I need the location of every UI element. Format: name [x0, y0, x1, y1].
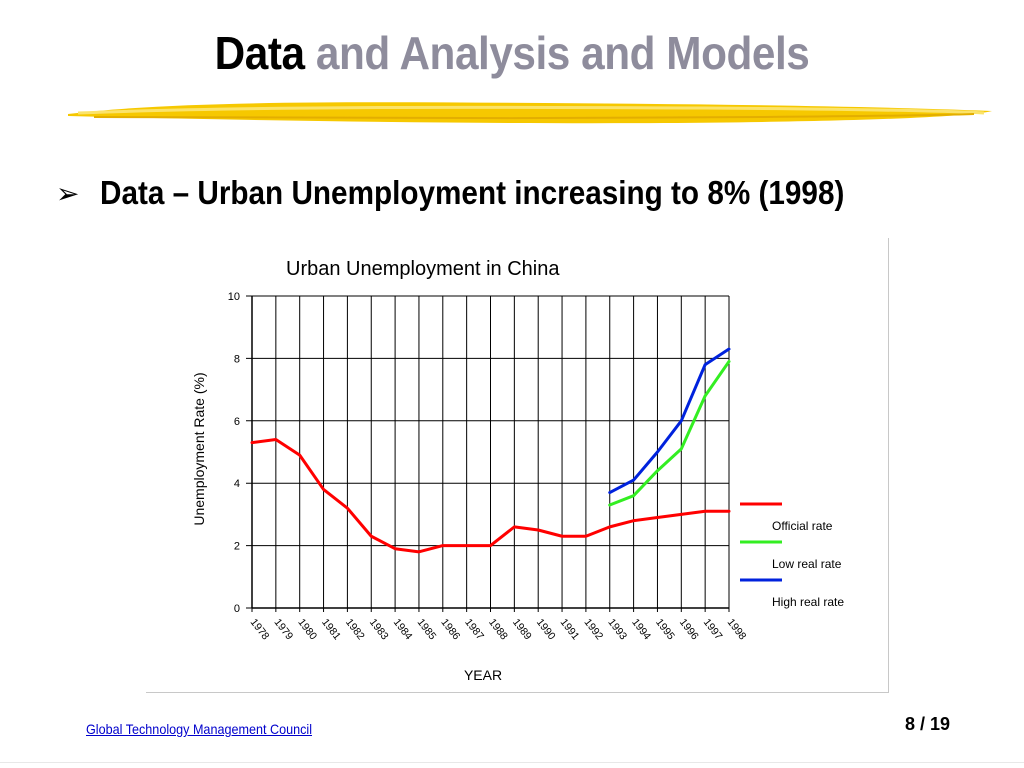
- slide-title-light: and Analysis and Models: [304, 27, 810, 79]
- chart-grid: [246, 295, 730, 612]
- bullet-point: ➢ Data – Urban Unemployment increasing t…: [56, 168, 927, 218]
- x-tick-label: 1996: [677, 616, 701, 642]
- chart-y-ticks: 0 2 4 6 8 10: [228, 291, 240, 615]
- chart-title: Urban Unemployment in China: [286, 258, 560, 280]
- x-tick-label: 1987: [462, 616, 486, 642]
- x-tick-label: 1988: [486, 616, 510, 642]
- y-tick-label: 4: [234, 478, 240, 490]
- x-tick-label: 1998: [725, 616, 749, 642]
- page-number: 8 / 19: [905, 714, 951, 734]
- chart-x-axis-label: YEAR: [464, 667, 502, 683]
- legend-label: Low real rate: [772, 557, 842, 571]
- y-tick-label: 10: [228, 291, 240, 303]
- chart-y-axis-label: Unemployment Rate (%): [191, 372, 207, 525]
- slide-title: Data and Analysis and Models: [41, 26, 983, 80]
- title-underline-brushstroke: [68, 102, 992, 124]
- arrow-bullet-icon: ➢: [56, 176, 80, 210]
- x-tick-label: 1992: [582, 616, 606, 642]
- series-line-low-real-rate: [608, 360, 731, 507]
- x-tick-label: 1978: [248, 616, 272, 642]
- y-tick-label: 6: [234, 416, 240, 428]
- x-tick-label: 1991: [558, 616, 582, 642]
- bullet-text: Data – Urban Unemployment increasing to …: [100, 174, 845, 211]
- y-tick-label: 0: [234, 603, 240, 615]
- x-tick-label: 1994: [629, 616, 653, 642]
- x-tick-label: 1997: [701, 616, 725, 642]
- chart-frame: Urban Unemployment in China YEAR Unemplo…: [146, 238, 889, 693]
- footer-council-link[interactable]: Global Technology Management Council: [86, 721, 313, 737]
- chart-series-lines: [250, 347, 731, 554]
- x-tick-label: 1995: [653, 616, 677, 642]
- x-tick-label: 1993: [605, 616, 629, 642]
- x-tick-label: 1982: [343, 616, 367, 642]
- unemployment-chart: Urban Unemployment in China YEAR Unemplo…: [191, 258, 844, 683]
- legend-label: High real rate: [772, 595, 844, 609]
- x-tick-label: 1984: [391, 616, 415, 642]
- y-tick-label: 8: [234, 353, 240, 365]
- footer-divider: [0, 762, 1024, 763]
- chart-legend: Official rate Low real rate High real rate: [740, 502, 844, 609]
- x-tick-label: 1985: [415, 616, 439, 642]
- x-tick-label: 1989: [510, 616, 534, 642]
- x-tick-label: 1981: [319, 616, 343, 642]
- x-tick-label: 1990: [534, 616, 558, 642]
- slide-title-strong: Data: [214, 27, 305, 79]
- chart-x-ticks: 1978 1979 1980 1981 1982 1983 1984 1985 1986 1987…: [248, 616, 749, 642]
- series-line-official-rate: [250, 438, 731, 554]
- x-tick-label: 1979: [271, 616, 295, 642]
- x-tick-label: 1980: [295, 616, 319, 642]
- legend-label: Official rate: [772, 519, 833, 533]
- series-line-high-real-rate: [608, 347, 731, 495]
- x-tick-label: 1983: [367, 616, 391, 642]
- x-tick-label: 1986: [438, 616, 462, 642]
- y-tick-label: 2: [234, 541, 240, 553]
